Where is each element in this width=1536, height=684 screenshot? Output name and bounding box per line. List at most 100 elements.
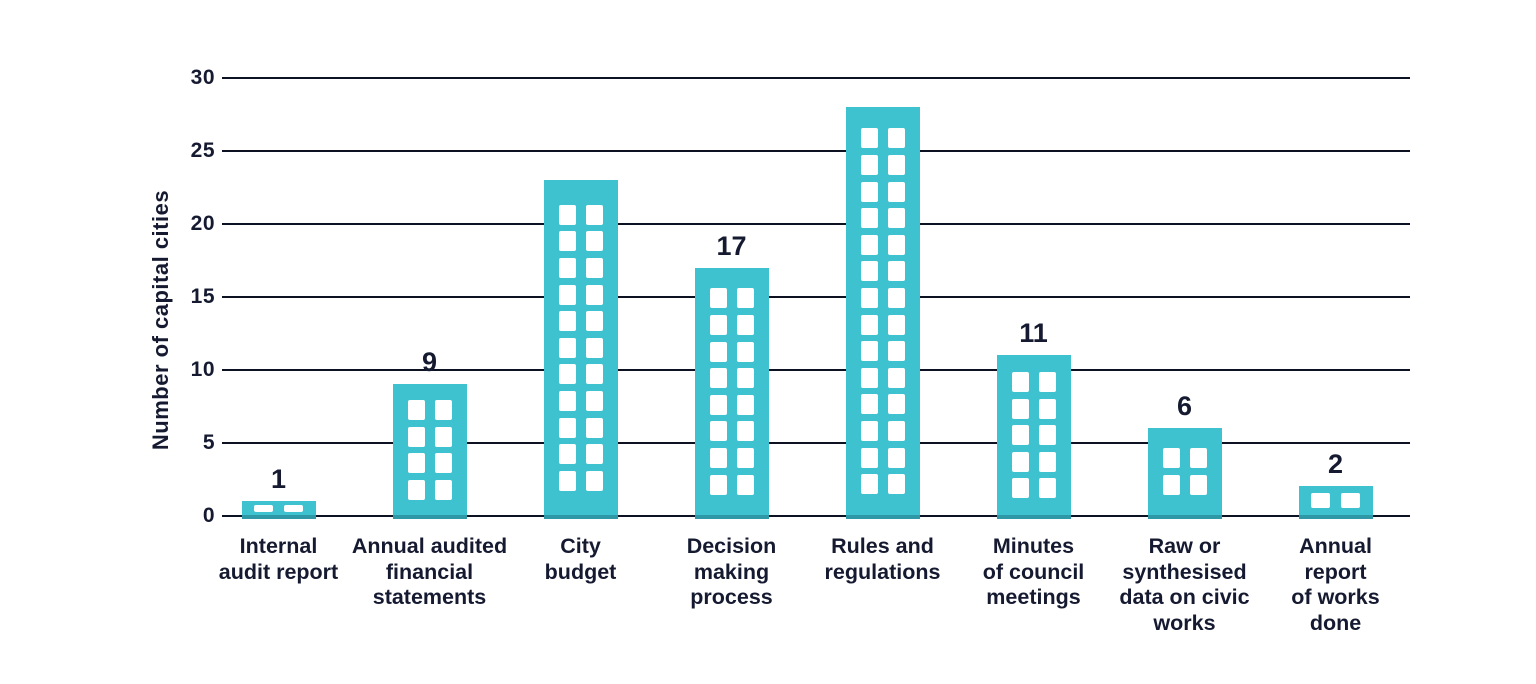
window-row — [1162, 475, 1207, 496]
window — [1311, 493, 1330, 509]
window-row — [860, 447, 905, 468]
window-row — [709, 448, 754, 469]
bar-windows — [1299, 486, 1373, 515]
bar-value-label: 17 — [716, 230, 747, 261]
window-row — [558, 470, 603, 491]
window — [887, 181, 905, 202]
window — [860, 288, 878, 309]
window-row — [860, 420, 905, 441]
window-row — [709, 315, 754, 336]
window — [887, 128, 905, 149]
window-row — [558, 444, 603, 465]
window — [585, 390, 603, 411]
x-axis-label-line: making — [693, 559, 770, 584]
window — [1038, 425, 1056, 446]
window — [736, 474, 754, 495]
window — [736, 421, 754, 442]
x-axis-label-line: meetings — [986, 585, 1081, 609]
window — [887, 394, 905, 415]
x-axis-label-line: synthesised — [1122, 559, 1247, 584]
x-axis-label-line: of council — [982, 559, 1085, 584]
bar-annual-report-of-works-done — [1298, 486, 1373, 520]
window-row — [860, 288, 905, 309]
window — [709, 394, 727, 415]
window — [736, 341, 754, 362]
window — [1011, 478, 1029, 499]
window — [434, 479, 452, 500]
window-row — [407, 426, 452, 447]
gridline — [222, 368, 1410, 371]
window — [1038, 478, 1056, 499]
x-axis-label: Decision making process — [644, 534, 820, 611]
window-row — [1011, 398, 1056, 419]
window — [887, 367, 905, 388]
x-axis-label-line: data on civic — [1119, 585, 1250, 609]
gridline — [222, 514, 1410, 517]
window — [709, 368, 727, 389]
window-row — [860, 128, 905, 149]
window — [860, 208, 878, 229]
y-tick-label: 25 — [190, 138, 215, 162]
bar-annual-audited-financial-statements — [392, 384, 467, 520]
window — [1011, 451, 1029, 472]
x-axis-label-line: budget — [544, 559, 617, 584]
window — [1341, 493, 1360, 509]
x-axis-label: Internal audit report — [191, 534, 367, 585]
x-axis-label: Raw or synthesised data on civic works — [1097, 534, 1273, 636]
x-axis-label: Annual audited financial statements — [342, 534, 518, 611]
window — [887, 155, 905, 176]
window — [407, 399, 425, 420]
window-row — [1011, 372, 1056, 393]
window — [709, 474, 727, 495]
bar-city-budget — [543, 180, 618, 520]
bar-windows — [997, 355, 1071, 515]
window — [709, 288, 727, 309]
window-row — [254, 504, 303, 512]
window — [558, 231, 576, 252]
bar-value-label: 2 — [1327, 449, 1344, 480]
window-row — [558, 311, 603, 332]
window — [860, 234, 878, 255]
window — [1038, 398, 1056, 419]
bar-windows — [1148, 428, 1222, 515]
x-axis-label: Minutes of council meetings — [946, 534, 1122, 611]
window-row — [860, 155, 905, 176]
window — [860, 394, 878, 415]
x-axis-label: Annual report of works done — [1248, 534, 1424, 636]
bar-value-label: 11 — [1019, 318, 1048, 349]
window — [407, 453, 425, 474]
y-tick-label: 0 — [202, 503, 215, 527]
window — [558, 364, 576, 385]
x-axis-label-line: Rules and — [831, 534, 934, 558]
window-row — [709, 394, 754, 415]
window-row — [1011, 478, 1056, 499]
window-row — [860, 394, 905, 415]
window-row — [860, 234, 905, 255]
window — [1011, 398, 1029, 419]
gridline — [222, 295, 1410, 298]
x-axis-label-line: Decision — [686, 534, 777, 558]
window — [558, 417, 576, 438]
x-axis-label-line: City — [560, 534, 601, 558]
window — [860, 420, 878, 441]
window-row — [407, 479, 452, 500]
window — [434, 426, 452, 447]
window — [585, 311, 603, 332]
window — [1011, 372, 1029, 393]
window — [709, 421, 727, 442]
window — [407, 426, 425, 447]
window — [585, 470, 603, 491]
window — [736, 368, 754, 389]
y-tick-label: 30 — [190, 66, 215, 89]
window — [887, 341, 905, 362]
window — [860, 447, 878, 468]
bar-decision-making-process — [694, 267, 769, 520]
bar-internal-audit-report — [241, 500, 316, 520]
x-axis-label-line: Annual audited — [351, 534, 508, 558]
window — [558, 258, 576, 278]
window — [887, 314, 905, 335]
x-axis-label-line: of works — [1291, 585, 1380, 609]
window — [1011, 425, 1029, 446]
y-tick-label: 15 — [190, 284, 215, 308]
window — [254, 504, 273, 512]
